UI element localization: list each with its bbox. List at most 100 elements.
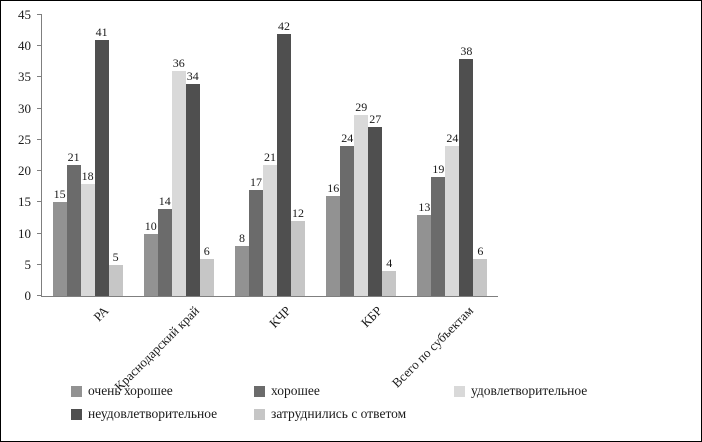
bar-series-4: 27 — [368, 112, 383, 296]
bar-value-label: 5 — [112, 249, 119, 264]
x-category-label: КБР — [357, 303, 385, 331]
bar-value-label: 4 — [386, 256, 393, 271]
bar-series-2: 24 — [340, 131, 355, 296]
bar-series-2: 21 — [66, 150, 81, 296]
legend-swatch — [71, 408, 82, 420]
y-tick-mark — [37, 45, 42, 47]
bar-value-label: 36 — [172, 56, 185, 71]
bar-series-4: 38 — [459, 44, 474, 296]
bar-value-label: 24 — [341, 131, 354, 146]
bar-value-label: 16 — [327, 181, 340, 196]
bar-value-label: 18 — [81, 168, 94, 183]
legend-item-series-1: очень хорошее — [71, 383, 254, 399]
legend-label: удовлетворительное — [471, 383, 588, 398]
bar-series-2: 17 — [249, 175, 263, 296]
legend-label: затруднились с ответом — [271, 406, 407, 421]
legend-label: неудовлетворительное — [88, 406, 218, 421]
x-category-label: Краснодарский край — [111, 303, 203, 394]
bar-value-label: 8 — [239, 231, 245, 246]
y-axis: 0 5 10 15 20 25 30 35 40 45 — [1, 7, 35, 303]
bar-series-3: 21 — [263, 150, 277, 296]
bar-value-label: 24 — [446, 131, 459, 146]
bar-series-4: 42 — [277, 19, 291, 296]
legend-item-series-2: хорошее — [254, 383, 454, 399]
bar-value-label: 6 — [203, 243, 210, 258]
plot-area: 15 21 18 41 5 10 14 36 34 6 8 17 21 42 12 16 24 29 27 4 13 19… — [37, 14, 498, 297]
bar-value-label: 12 — [292, 206, 304, 221]
y-tick-mark — [37, 76, 42, 78]
legend-swatch — [71, 385, 82, 397]
x-category-label: РА — [90, 303, 112, 325]
bar-series-3: 24 — [445, 131, 460, 296]
chart-area: 0 5 10 15 20 25 30 35 40 45 15 21 18 41 5 10 14 36 34 6 8 17… — [1, 1, 701, 394]
y-tick-label: 30 — [18, 100, 31, 116]
y-tick-mark — [37, 170, 42, 172]
bar-series-5: 12 — [291, 206, 305, 296]
bar-value-label: 42 — [278, 18, 290, 33]
y-tick-label: 45 — [18, 7, 31, 22]
bar-series-1: 13 — [417, 200, 432, 296]
bar-value-label: 14 — [158, 193, 171, 208]
bar-series-3: 18 — [80, 169, 95, 296]
x-category-label: КЧР — [265, 303, 294, 331]
legend-label: хорошее — [271, 383, 320, 398]
bar-series-1: 15 — [52, 187, 67, 296]
legend: очень хорошее хорошее удовлетворительное не… — [71, 383, 701, 422]
y-tick-mark — [37, 14, 42, 15]
y-tick-label: 35 — [18, 69, 31, 85]
y-tick-label: 0 — [24, 288, 32, 303]
bar-value-label: 6 — [477, 243, 484, 258]
y-tick-label: 10 — [18, 225, 31, 241]
bar-value-label: 10 — [144, 218, 157, 233]
y-tick-label: 25 — [18, 131, 31, 147]
bar-value-label: 38 — [460, 43, 473, 58]
bar-series-1: 8 — [235, 231, 249, 296]
bar-series-2: 14 — [157, 194, 172, 296]
bar-value-label: 34 — [186, 68, 199, 83]
bar-group: 16 24 29 27 4 — [316, 15, 407, 296]
y-tick-label: 5 — [24, 256, 32, 272]
bar-group: 15 21 18 41 5 — [42, 15, 133, 296]
y-tick-mark — [37, 107, 42, 109]
bar-value-label: 21 — [67, 149, 80, 164]
legend-swatch — [454, 385, 465, 397]
bar-series-1: 10 — [143, 219, 158, 296]
y-tick-mark — [37, 263, 42, 265]
bar-series-3: 29 — [354, 100, 369, 296]
bar-value-label: 21 — [264, 149, 276, 164]
y-tick-mark — [37, 201, 42, 203]
bar-series-5: 5 — [108, 250, 123, 296]
bar-value-label: 19 — [432, 162, 445, 177]
legend-item-series-4: неудовлетворительное — [71, 406, 254, 422]
bar-series-3: 36 — [171, 56, 186, 296]
bar-value-label: 41 — [95, 24, 108, 39]
bar-series-4: 34 — [185, 69, 200, 296]
bar-group: 10 14 36 34 6 — [133, 15, 224, 296]
bar-series-1: 16 — [326, 181, 341, 296]
bar-series-4: 41 — [94, 25, 109, 296]
bar-value-label: 13 — [418, 199, 431, 214]
x-category-label: Всего по субъектам — [388, 303, 477, 391]
legend-item-series-5: затруднились с ответом — [254, 406, 454, 422]
y-tick-mark — [37, 295, 42, 296]
legend-label: очень хорошее — [88, 383, 173, 398]
y-tick-mark — [37, 232, 42, 234]
y-tick-label: 40 — [18, 38, 31, 54]
bar-series-2: 19 — [431, 162, 446, 296]
y-tick-mark — [37, 138, 42, 140]
bar-group: 13 19 24 38 6 — [407, 15, 498, 296]
bar-series-5: 6 — [199, 244, 214, 296]
bar-value-label: 17 — [250, 174, 262, 189]
legend-item-series-3: удовлетворительное — [454, 383, 701, 399]
bar-value-label: 27 — [369, 112, 382, 127]
y-tick-label: 15 — [18, 194, 31, 210]
y-tick-label: 20 — [18, 163, 31, 179]
legend-swatch — [254, 408, 265, 420]
legend-swatch — [254, 385, 265, 397]
bar-value-label: 29 — [355, 99, 368, 114]
bar-series-5: 4 — [382, 256, 397, 296]
bar-value-label: 15 — [53, 187, 66, 202]
bar-group: 8 17 21 42 12 — [224, 15, 315, 296]
bar-series-5: 6 — [473, 244, 488, 296]
